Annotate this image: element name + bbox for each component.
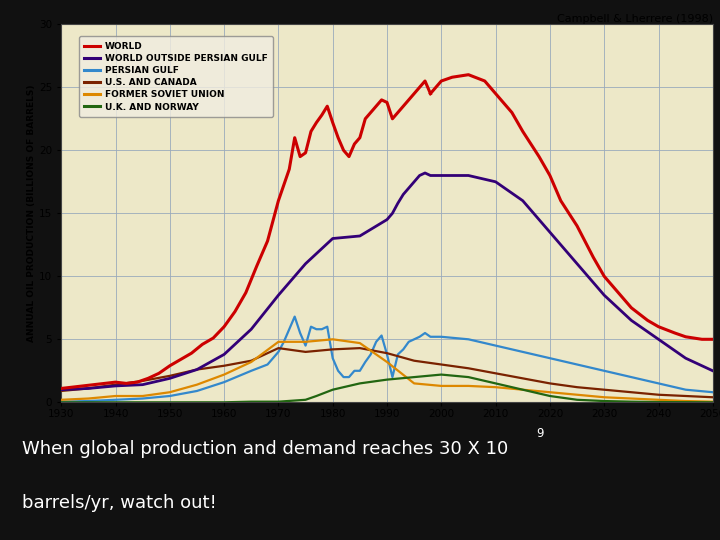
Text: barrels/yr, watch out!: barrels/yr, watch out! xyxy=(22,494,216,512)
Text: Campbell & Lherrere (1998): Campbell & Lherrere (1998) xyxy=(557,14,713,24)
Y-axis label: ANNUAL OIL PRODUCTION (BILLIONS OF BARRELS): ANNUAL OIL PRODUCTION (BILLIONS OF BARRE… xyxy=(27,85,36,342)
Text: When global production and demand reaches 30 X 10: When global production and demand reache… xyxy=(22,440,508,458)
Legend: WORLD, WORLD OUTSIDE PERSIAN GULF, PERSIAN GULF, U.S. AND CANADA, FORMER SOVIET : WORLD, WORLD OUTSIDE PERSIAN GULF, PERSI… xyxy=(78,36,273,117)
Text: 9: 9 xyxy=(536,427,544,440)
